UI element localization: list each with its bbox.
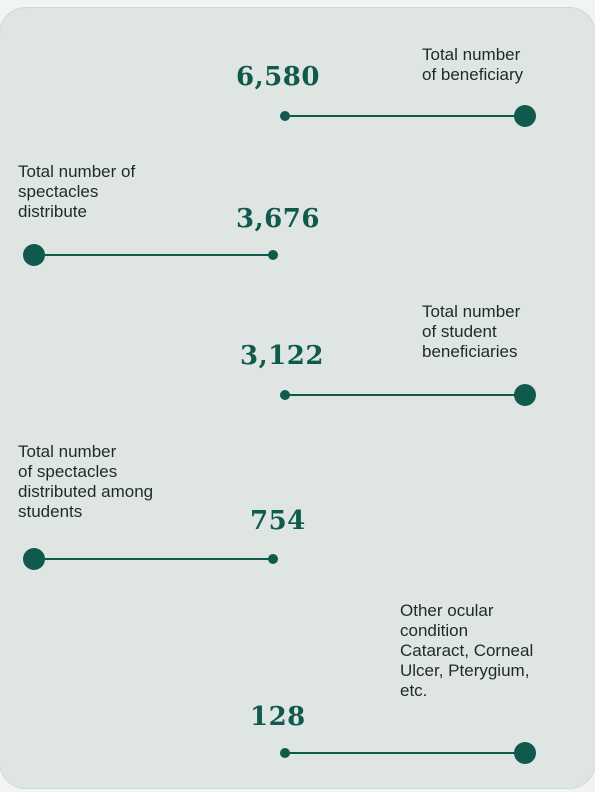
stat-student-beneficiaries: Total number of student beneficiaries 3,… — [0, 8, 595, 406]
stat-label-line: Other ocular — [400, 601, 494, 620]
connector-line — [34, 254, 274, 256]
stat-value: 128 — [250, 702, 306, 732]
stat-label-line: spectacles — [18, 182, 99, 201]
stat-label-line: of spectacles — [18, 462, 118, 481]
stat-label-line: Total number — [18, 442, 117, 461]
stat-label-line: students — [18, 502, 83, 521]
stat-spectacles-students: Total number of spectacles distributed a… — [0, 8, 595, 570]
connector-line — [34, 558, 274, 560]
stat-label: Other ocular condition Cataract, Corneal… — [400, 601, 533, 701]
stat-label-line: Ulcer, Pterygium, — [400, 661, 530, 680]
stat-spectacles-distributed: Total number of spectacles distribute 3,… — [0, 8, 595, 266]
stat-label: Total number of student beneficiaries — [422, 302, 520, 362]
stats-card: 6,580 Total number of beneficiary Total … — [0, 8, 595, 788]
connector-end-dot — [268, 250, 278, 260]
stat-label-line: Total number — [422, 45, 521, 64]
stat-value: 6,580 — [236, 62, 320, 92]
stat-label: Total number of spectacles distribute — [18, 162, 135, 222]
stat-total-beneficiary: 6,580 Total number of beneficiary — [0, 8, 595, 158]
stat-other-ocular: Other ocular condition Cataract, Corneal… — [0, 8, 595, 764]
connector-line — [285, 752, 525, 754]
connector-line — [285, 394, 525, 396]
connector-end-dot — [514, 105, 536, 127]
stat-label-line: of beneficiary — [422, 65, 524, 84]
stat-label-line: Total number — [422, 302, 521, 321]
stat-label-line: of student — [422, 322, 497, 341]
connector-end-dot — [514, 742, 536, 764]
stat-label-line: distribute — [18, 202, 87, 221]
stat-label-line: Total number of — [18, 162, 136, 181]
stat-label-line: etc. — [400, 681, 428, 700]
stat-label-line: Cataract, Corneal — [400, 641, 534, 660]
connector-line — [285, 115, 525, 117]
stat-value: 3,676 — [236, 204, 320, 234]
stat-label: Total number of beneficiary — [422, 45, 523, 85]
stat-label: Total number of spectacles distributed a… — [18, 442, 153, 522]
stat-label-line: distributed among — [18, 482, 154, 501]
connector-end-dot — [514, 384, 536, 406]
stat-value: 754 — [250, 506, 306, 536]
connector-end-dot — [268, 554, 278, 564]
stat-value: 3,122 — [240, 341, 324, 371]
stat-label-line: beneficiaries — [422, 342, 518, 361]
stat-label-line: condition — [400, 621, 469, 640]
